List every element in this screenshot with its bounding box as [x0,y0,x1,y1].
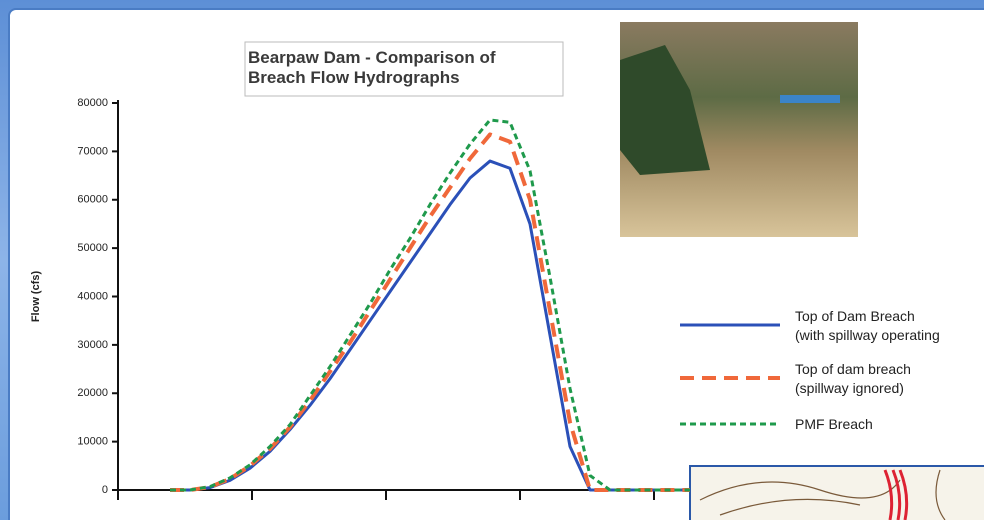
y-tick-label: 70000 [77,145,108,157]
title-box [244,41,564,97]
y-tick-label: 40000 [77,290,108,302]
y-tick-label: 10000 [77,436,108,448]
y-tick-label: 50000 [77,242,108,254]
photo-dam [780,95,840,103]
series-line [170,118,690,492]
y-axis-label: Flow (cfs) [30,271,42,323]
y-tick-label: 80000 [77,97,108,109]
legend-label: Top of dam breach (spillway ignored) [795,361,911,396]
y-tick-label: 60000 [77,194,108,206]
map-bands [883,469,909,520]
chart-title: Bearpaw Dam - Comparison of Breach Flow … [248,48,496,87]
map-contours [699,469,946,520]
series-line [170,132,690,492]
y-tick-label: 30000 [77,339,108,351]
photo-trees [620,45,710,175]
series-line [170,159,690,492]
legend-label: Top of Dam Breach (with spillway operati… [795,308,940,343]
legend-label: PMF Breach [795,416,873,432]
y-tick-label: 20000 [77,387,108,399]
map-inset [689,465,984,520]
y-tick-label: 0 [102,484,108,496]
